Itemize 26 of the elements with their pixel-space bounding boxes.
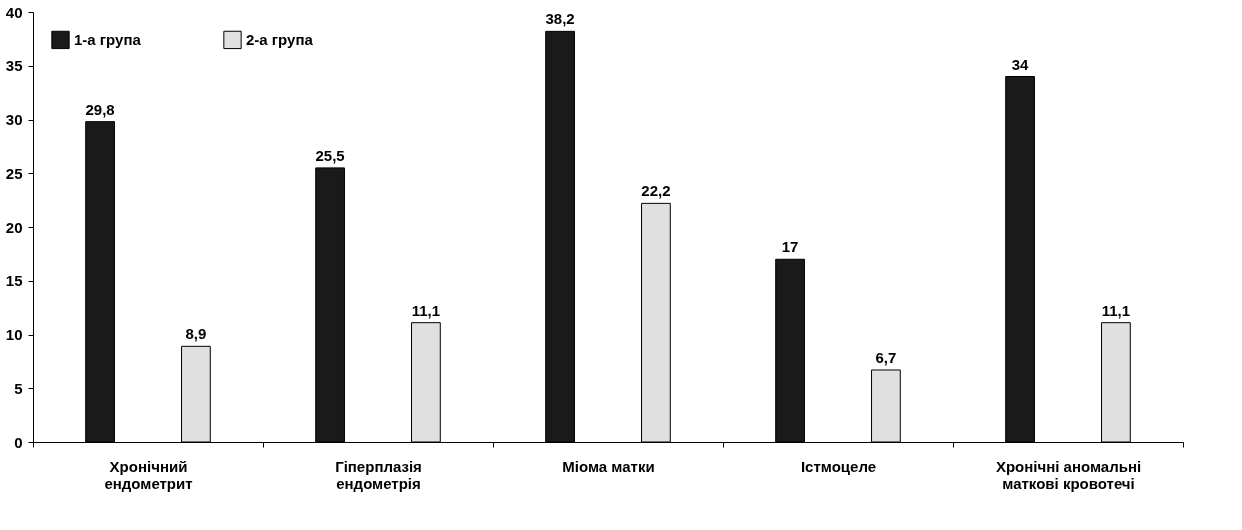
data-label: 22,2	[641, 182, 671, 200]
y-tick-label: 35	[5, 57, 23, 75]
legend-label: 1-а група	[74, 30, 142, 48]
y-tick-label: 0	[14, 433, 23, 451]
data-label: 34	[1011, 55, 1030, 73]
x-tick-label: Міома матки	[562, 457, 655, 475]
y-tick-label: 30	[5, 111, 23, 128]
data-label: 25,5	[315, 146, 345, 164]
data-label: 6,7	[875, 348, 897, 366]
x-tick-label: Істмоцеле	[800, 457, 877, 475]
x-tick-label: Гіперплазія ендометрія	[335, 457, 422, 492]
y-tick-label: 10	[5, 326, 23, 343]
y-tick-label: 5	[14, 379, 23, 397]
data-label: 38,2	[545, 10, 575, 28]
y-tick-label: 40	[5, 3, 23, 21]
data-label: 11,1	[411, 301, 441, 319]
legend-label: 2-а група	[246, 30, 314, 48]
x-tick-label: Хронічний ендометрит	[104, 457, 193, 492]
x-tick-label: Хронічні аномальні маткові кровотечі	[995, 457, 1142, 492]
y-tick-label: 25	[5, 164, 23, 182]
data-label: 11,1	[1101, 301, 1131, 319]
data-label: 8,9	[185, 325, 207, 343]
y-tick-label: 15	[5, 272, 23, 290]
data-label: 17	[781, 238, 799, 256]
y-tick-label: 20	[5, 218, 23, 236]
data-label: 29,8	[85, 100, 115, 118]
